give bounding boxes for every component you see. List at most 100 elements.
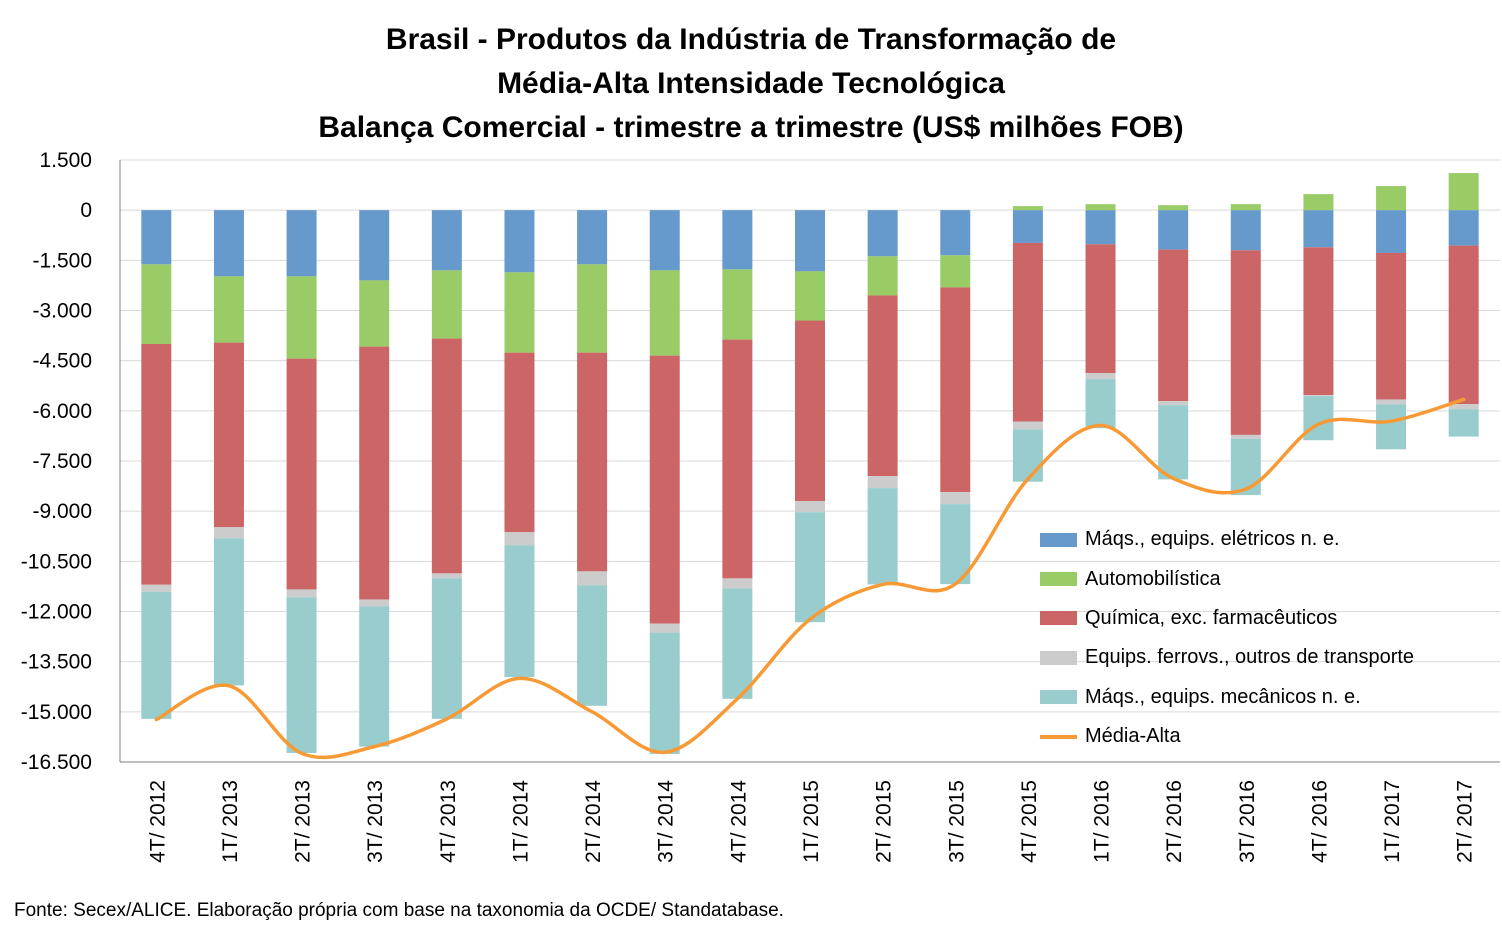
bar-segment-series-0 (359, 210, 390, 281)
bar-segment-series-2 (286, 358, 317, 590)
y-tick-label: -6.000 (32, 400, 92, 423)
y-tick-label: -1.500 (32, 249, 92, 272)
bar-segment-series-1 (1303, 194, 1334, 211)
bar-segment-series-4 (867, 488, 898, 585)
bar-segment-series-3 (504, 532, 535, 546)
x-tick-label: 2T/ 2013 (292, 780, 315, 863)
bar-segment-series-4 (1158, 405, 1189, 480)
x-tick-label: 2T/ 2016 (1163, 780, 1186, 863)
bar-segment-series-2 (1230, 250, 1261, 435)
x-tick-label: 2T/ 2017 (1454, 780, 1477, 863)
bar-segment-series-2 (213, 342, 244, 528)
bar-segment-series-2 (1158, 249, 1189, 402)
bar-segment-series-1 (504, 272, 535, 353)
bar-segment-series-3 (1230, 434, 1261, 439)
x-tick-label: 4T/ 2015 (1018, 780, 1041, 863)
y-tick-label: -3.000 (32, 300, 92, 323)
bar-segment-series-1 (940, 255, 971, 288)
bar-segment-series-0 (1448, 210, 1479, 246)
legend-label-mecanicos: Máqs., equips. mecânicos n. e. (1085, 685, 1361, 708)
y-tick-label: -15.000 (21, 701, 92, 724)
bar-segment-series-1 (286, 276, 317, 359)
bar-segment-series-3 (795, 501, 825, 513)
bar-segment-series-0 (213, 210, 244, 277)
x-tick-label: 1T/ 2015 (800, 780, 823, 863)
bar-segment-series-4 (431, 578, 462, 719)
bar-segment-series-2 (1303, 247, 1334, 396)
x-tick-label: 2T/ 2015 (873, 780, 896, 863)
bar-segment-series-3 (722, 578, 753, 589)
bar-segment-series-4 (1012, 429, 1043, 482)
chart-legend: Máqs., equips. elétricos n. e. Automobil… (1040, 520, 1414, 756)
bar-segment-series-3 (213, 527, 244, 539)
line-series-media-alta (154, 397, 1466, 760)
bar-segment-series-2 (1376, 252, 1407, 400)
bar-segment-series-1 (1230, 204, 1261, 211)
bar-segment-series-0 (649, 210, 680, 271)
legend-swatch-automobilistica (1040, 572, 1077, 587)
bar-segment-series-4 (722, 588, 753, 699)
bar-segment-series-2 (1012, 242, 1043, 422)
bar-segment-series-2 (141, 343, 172, 585)
bar-segment-series-3 (1303, 395, 1334, 397)
bar-segment-series-0 (1012, 210, 1043, 243)
legend-swatch-eletricos (1040, 532, 1077, 547)
bar-segment-series-2 (577, 352, 608, 572)
bar-segment-series-4 (1230, 438, 1261, 496)
source-note: Fonte: Secex/ALICE. Elaboração própria c… (14, 900, 784, 921)
bar-segment-series-2 (867, 295, 898, 477)
bar-segment-series-1 (649, 270, 680, 356)
bar-segment-series-0 (1376, 210, 1407, 253)
x-tick-label: 1T/ 2013 (219, 780, 242, 863)
legend-item-automobilistica: Automobilística (1040, 559, 1414, 598)
legend-label-eletricos: Máqs., equips. elétricos n. e. (1085, 528, 1340, 551)
bar-segment-series-1 (1158, 205, 1189, 211)
bar-segment-series-0 (1230, 210, 1261, 251)
bar-segment-series-1 (359, 280, 390, 347)
bar-segment-series-0 (1085, 210, 1116, 245)
x-tick-label: 3T/ 2013 (364, 780, 387, 863)
bar-segment-series-0 (1303, 210, 1334, 248)
bar-segment-series-0 (504, 210, 535, 273)
bar-segment-series-0 (577, 210, 608, 265)
bar-segment-series-3 (1376, 399, 1407, 405)
legend-swatch-media-alta (1040, 734, 1077, 739)
bar-segment-series-0 (867, 210, 898, 257)
bar-segment-series-4 (1376, 404, 1407, 450)
legend-swatch-mecanicos (1040, 690, 1077, 705)
x-tick-label: 4T/ 2013 (437, 780, 460, 863)
bar-segment-series-1 (1376, 186, 1407, 211)
bar-segment-series-4 (1303, 396, 1334, 441)
legend-label-media-alta: Média-Alta (1085, 725, 1181, 748)
legend-swatch-quimica (1040, 611, 1077, 626)
y-tick-label: 1.500 (39, 149, 92, 172)
y-tick-label: -16.500 (21, 751, 92, 774)
x-tick-label: 3T/ 2016 (1236, 780, 1259, 863)
y-tick-label: -12.000 (21, 601, 92, 624)
bar-segment-series-2 (1448, 245, 1479, 405)
bar-segment-series-3 (577, 571, 608, 586)
bar-segment-series-1 (795, 271, 825, 321)
legend-item-media-alta: Média-Alta (1040, 717, 1414, 756)
chart-title-line-3: Balança Comercial - trimestre a trimestr… (318, 111, 1184, 144)
bar-segment-series-1 (1085, 204, 1116, 211)
y-tick-label: -7.500 (32, 450, 92, 473)
bar-segment-series-4 (795, 512, 825, 623)
x-tick-label: 1T/ 2016 (1091, 780, 1114, 863)
chart-title-line-1: Brasil - Produtos da Indústria de Transf… (385, 23, 1117, 56)
chart-title-line-2: Média-Alta Intensidade Tecnológica (497, 67, 1005, 100)
bar-segment-series-2 (649, 355, 680, 624)
bar-segment-series-4 (577, 585, 608, 706)
bar-segment-series-1 (1448, 173, 1479, 211)
bar-segment-series-2 (504, 352, 535, 533)
x-tick-label: 3T/ 2014 (655, 780, 678, 863)
bar-segment-series-4 (359, 606, 390, 747)
bar-segment-series-4 (504, 545, 535, 678)
y-tick-label: -4.500 (32, 350, 92, 373)
bar-segment-series-3 (1158, 401, 1189, 406)
bar-segment-series-2 (1085, 244, 1116, 374)
bar-segment-series-3 (431, 573, 462, 579)
bar-segment-series-1 (1012, 206, 1043, 211)
legend-item-ferrovs: Equips. ferrovs., outros de transporte (1040, 638, 1414, 677)
